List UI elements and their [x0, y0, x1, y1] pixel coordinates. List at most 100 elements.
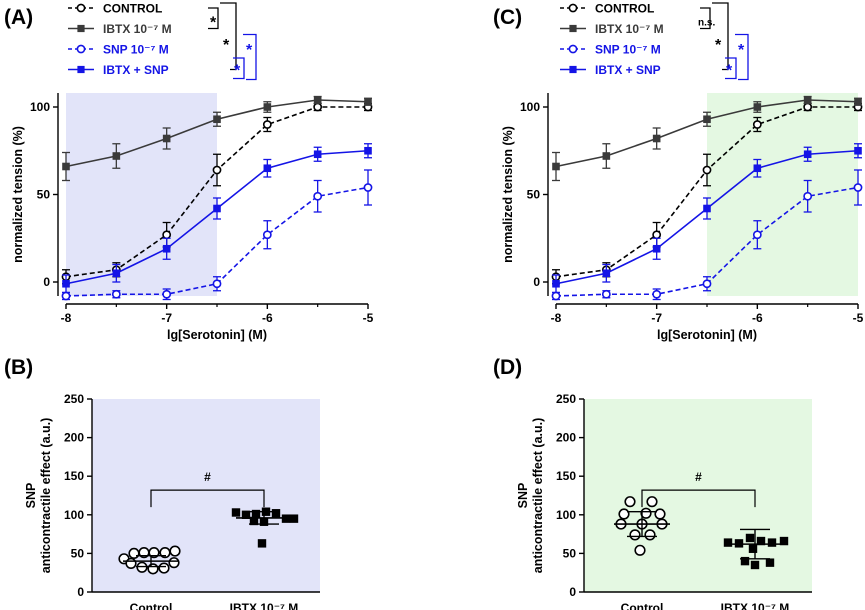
- data-point: [111, 289, 121, 299]
- data-point: [364, 146, 372, 155]
- data-point: [756, 536, 766, 546]
- data-point: [652, 230, 662, 240]
- x-tick-label: -8: [61, 311, 72, 325]
- panel-b-scatter-chart: 0 50 100 150 200 250 Control IBTX 10⁻⁷ M SNP anti…: [24, 392, 320, 610]
- data-point: [740, 556, 750, 566]
- shaded-region: [66, 93, 217, 296]
- data-point: [147, 563, 159, 575]
- data-point: [136, 561, 148, 573]
- data-point: [112, 152, 121, 160]
- legend-marker: [568, 3, 578, 13]
- data-point: [212, 165, 222, 175]
- data-point: [853, 183, 863, 192]
- series-3: [62, 143, 372, 294]
- series-1: [552, 95, 862, 182]
- data-point: [803, 191, 813, 201]
- data-point: [750, 560, 760, 570]
- bracket-control-ibtx: [208, 7, 219, 30]
- data-point: [271, 509, 281, 518]
- legend-label: IBTX 10⁻⁷ M: [595, 22, 664, 36]
- data-point: [213, 204, 221, 213]
- y-tick-label: 100: [520, 100, 540, 114]
- data-point: [128, 547, 140, 560]
- data-point: [313, 191, 323, 201]
- data-point: [552, 162, 560, 171]
- group-0: [118, 545, 181, 575]
- y-tick-label: 50: [527, 188, 541, 202]
- y-tick-label: 250: [64, 392, 84, 406]
- series-1: [62, 95, 372, 182]
- data-point: [753, 103, 762, 111]
- data-point: [251, 509, 261, 519]
- data-point: [62, 279, 70, 288]
- data-point: [313, 96, 322, 104]
- bracket-control-ibtxsnp: [220, 2, 237, 71]
- y-tick-label: 150: [64, 469, 84, 483]
- legend-marker: [76, 44, 86, 54]
- data-point: [752, 230, 762, 240]
- significance-brackets: n.s.***: [698, 2, 749, 81]
- x-tick-label: -7: [651, 311, 662, 325]
- data-point: [263, 164, 272, 173]
- shaded-region: [707, 93, 858, 296]
- data-point: [624, 496, 636, 508]
- significance-brackets: ****: [208, 2, 257, 81]
- significance-marker: *: [738, 42, 745, 59]
- data-point: [551, 291, 561, 301]
- significance-marker: *: [210, 15, 217, 32]
- group-0: [614, 496, 670, 556]
- y-axis-title: normalized tension (%): [501, 126, 515, 263]
- y-tick-label: 50: [71, 546, 85, 560]
- x-category-label: Control: [130, 601, 173, 610]
- x-tick-label: -5: [363, 311, 374, 325]
- x-tick-label: -6: [262, 311, 273, 325]
- panel-letter-a: (A): [4, 6, 33, 29]
- significance-marker: *: [234, 63, 241, 80]
- bracket-snp-ibtxsnp: [233, 57, 245, 80]
- data-point: [652, 289, 662, 299]
- x-axis-title: lg[Serotonin] (M): [167, 328, 267, 342]
- significance-bracket: [641, 489, 756, 508]
- legend: CONTROL IBTX 10⁻⁷ M SNP 10⁻⁷ M IBTX + SNP: [560, 2, 664, 77]
- data-point: [634, 544, 646, 556]
- data-point: [803, 150, 812, 159]
- significance-bracket: [150, 489, 265, 508]
- data-point: [652, 244, 661, 253]
- data-point: [212, 279, 222, 289]
- legend-marker: [569, 24, 577, 33]
- x-category-label: IBTX 10⁻⁷ M: [230, 601, 299, 610]
- panel-a-line-chart: 0 50 100 -8 -7 -6 -5 lg[Serotonin] (M) normalize…: [11, 2, 374, 343]
- x-tick-label: -8: [551, 311, 562, 325]
- data-point: [854, 146, 862, 155]
- data-point: [262, 120, 272, 129]
- x-tick-label: -6: [752, 311, 763, 325]
- bracket-control-ibtx: [700, 7, 711, 30]
- data-point: [313, 102, 323, 112]
- data-point: [652, 134, 661, 143]
- significance-marker: *: [726, 63, 733, 80]
- y-axis-title: normalized tension (%): [11, 126, 25, 263]
- data-point: [262, 230, 272, 240]
- panel-d-scatter-chart: 0 50 100 150 200 250 Control IBTX 10⁻⁷ M SNP anti…: [516, 392, 812, 610]
- data-point: [231, 508, 241, 517]
- group-1: [723, 528, 789, 570]
- bracket-snp-ibtxsnp: [725, 57, 737, 80]
- data-point: [618, 508, 630, 520]
- data-point: [289, 514, 299, 523]
- data-point: [640, 507, 652, 519]
- bracket-ibtx-snp: [735, 33, 749, 81]
- data-point: [745, 533, 755, 543]
- data-point: [263, 103, 272, 111]
- data-point: [723, 538, 733, 547]
- data-point: [803, 102, 813, 112]
- significance-hash: #: [695, 470, 702, 484]
- data-point: [854, 97, 862, 106]
- bracket-ibtx-snp: [243, 33, 257, 81]
- data-point: [364, 97, 372, 106]
- series-2: [551, 169, 863, 301]
- data-point: [803, 96, 812, 104]
- legend-marker: [569, 65, 577, 74]
- data-point: [158, 562, 170, 574]
- y-tick-label: 100: [64, 508, 84, 522]
